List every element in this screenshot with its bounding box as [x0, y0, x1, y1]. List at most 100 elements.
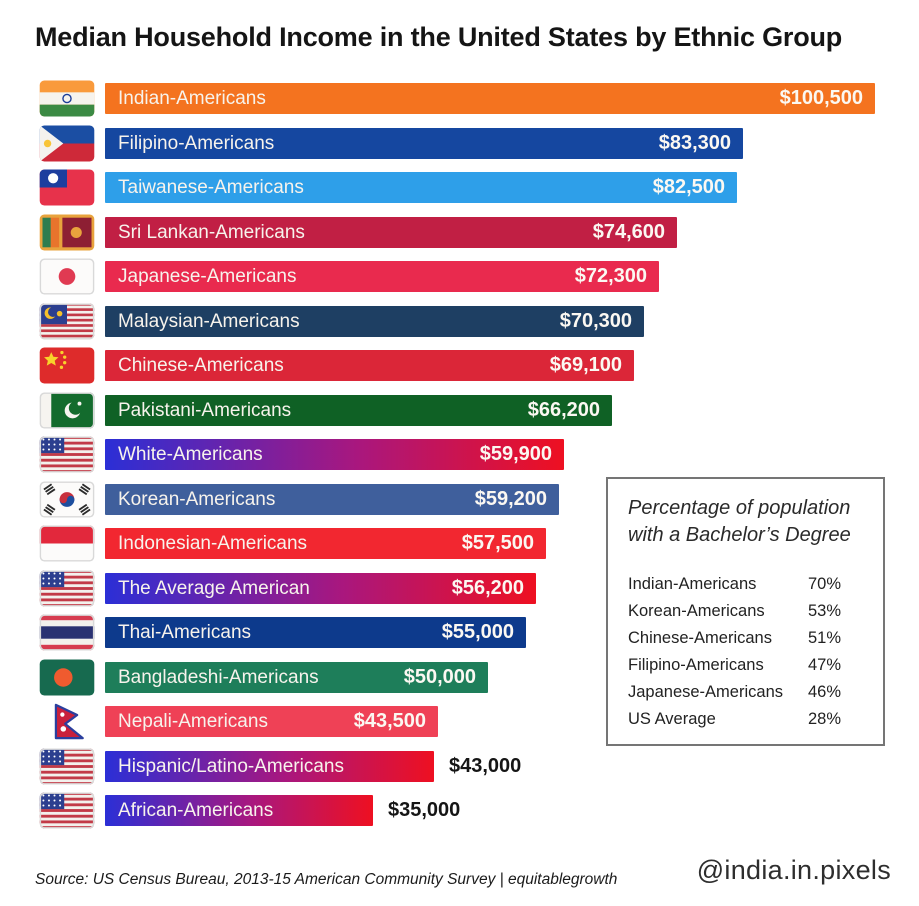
bar-row: Korean-Americans $59,200	[38, 480, 875, 518]
bar-label: Nepali-Americans	[118, 711, 268, 732]
bar-value: $56,200	[451, 576, 524, 599]
income-bar: Chinese-Americans $69,100	[105, 350, 634, 381]
bar-label: Sri Lankan-Americans	[118, 221, 305, 243]
flag-philippines-icon	[38, 124, 96, 162]
panel-row: Japanese-Americans 46%	[628, 679, 841, 706]
income-bar: Indian-Americans $100,500	[105, 83, 875, 114]
panel-row-label: Indian-Americans	[628, 575, 757, 593]
flag-indonesia-icon	[38, 525, 96, 563]
panel-row-label: Chinese-Americans	[628, 629, 772, 647]
bar-row: Bangladeshi-Americans $50,000	[38, 658, 875, 696]
flag-usa-icon	[38, 436, 96, 474]
panel-title-line1: Percentage of population	[628, 497, 851, 519]
flag-india-icon	[38, 80, 96, 118]
bar-value: $43,500	[353, 710, 426, 732]
flag-usa-icon	[38, 747, 96, 785]
bar-row: Indian-Americans $100,500	[38, 80, 875, 117]
income-bar: Indonesian-Americans $57,500	[105, 528, 546, 559]
panel-title-line2: with a Bachelor’s Degree	[628, 524, 851, 546]
panel-row-label: Japanese-Americans	[628, 683, 783, 701]
income-bar: Filipino-Americans $83,300	[105, 127, 743, 159]
bar-label: African-Americans	[118, 800, 274, 821]
bar-row: Thai-Americans $55,000	[38, 614, 875, 651]
bar-row: The Average American $56,200	[38, 569, 875, 607]
bar-label: Chinese-Americans	[118, 355, 284, 376]
flag-japan-icon	[38, 258, 96, 296]
bar-label: Korean-Americans	[118, 488, 276, 510]
income-bar: Thai-Americans $55,000	[105, 617, 526, 648]
panel-row-value: 28%	[807, 710, 841, 728]
bar-value: $59,900	[479, 443, 552, 465]
flag-usa-icon	[38, 792, 96, 830]
bar-row: White-Americans $59,900	[38, 436, 875, 473]
bar-label: White-Americans	[118, 444, 263, 465]
flag-sri-lanka-icon	[38, 213, 96, 251]
bar-label: Indonesian-Americans	[118, 533, 308, 554]
panel-row-label: Filipino-Americans	[628, 656, 764, 674]
bar-label: Bangladeshi-Americans	[118, 666, 319, 688]
bar-row: Hispanic/Latino-Americans $43,000	[38, 747, 875, 785]
panel-row-value: 51%	[807, 629, 841, 647]
income-bar: White-Americans $59,900	[105, 439, 564, 470]
bar-value: $59,200	[474, 487, 547, 510]
flag-malaysia-icon	[38, 302, 96, 340]
panel-title: Percentage of population with a Bachelor…	[628, 495, 863, 549]
income-bar: Hispanic/Latino-Americans	[105, 750, 434, 782]
panel-row: Filipino-Americans 47%	[628, 652, 841, 679]
panel-row-value: 53%	[807, 602, 841, 620]
income-bar: Korean-Americans $59,200	[105, 483, 559, 515]
bar-label: Pakistani-Americans	[118, 399, 292, 421]
income-bar: Malaysian-Americans $70,300	[105, 305, 644, 337]
bar-value: $70,300	[559, 309, 632, 332]
bar-value: $72,300	[574, 265, 647, 287]
bar-value: $55,000	[441, 621, 514, 643]
bar-row: Indonesian-Americans $57,500	[38, 525, 875, 562]
income-bar-chart: Indian-Americans $100,500 Filipino-America…	[38, 80, 875, 829]
flag-thailand-icon	[38, 614, 96, 652]
author-handle: @india.in.pixels	[696, 855, 891, 885]
panel-row-value: 70%	[807, 575, 841, 593]
bar-label: Japanese-Americans	[118, 266, 297, 287]
flag-south-korea-icon	[38, 480, 96, 518]
bar-row: Pakistani-Americans $66,200	[38, 391, 875, 429]
income-bar: Pakistani-Americans $66,200	[105, 394, 612, 426]
flag-taiwan-icon	[38, 169, 96, 207]
income-bar: African-Americans	[105, 795, 373, 826]
bar-label: Taiwanese-Americans	[118, 177, 304, 198]
income-bar: The Average American $56,200	[105, 572, 536, 604]
bar-row: Filipino-Americans $83,300	[38, 124, 875, 162]
panel-row-label: Korean-Americans	[628, 602, 765, 620]
page-title: Median Household Income in the United St…	[35, 22, 843, 52]
bar-value: $82,500	[652, 176, 725, 198]
bar-row: Japanese-Americans $72,300	[38, 258, 875, 295]
panel-row-value: 46%	[807, 683, 841, 701]
panel-row: Korean-Americans 53%	[628, 598, 841, 625]
bar-value: $69,100	[549, 354, 622, 376]
bar-label: Malaysian-Americans	[118, 310, 300, 332]
bar-row: Nepali-Americans $43,500	[38, 703, 875, 740]
bar-label: Hispanic/Latino-Americans	[118, 755, 344, 777]
bar-row: Chinese-Americans $69,100	[38, 347, 875, 384]
bar-value: $83,300	[658, 131, 731, 154]
flag-pakistan-icon	[38, 391, 96, 429]
bachelors-degree-list: Indian-Americans 70% Korean-Americans 53% Ch…	[628, 571, 863, 733]
panel-row: Chinese-Americans 51%	[628, 625, 841, 652]
bar-value: $57,500	[461, 532, 534, 554]
panel-row: Indian-Americans 70%	[628, 571, 841, 598]
flag-nepal-icon	[38, 703, 96, 741]
panel-row: US Average 28%	[628, 706, 841, 733]
bar-value: $50,000	[403, 665, 476, 688]
panel-row-value: 47%	[807, 656, 841, 674]
income-bar: Sri Lankan-Americans $74,600	[105, 216, 677, 248]
bar-label: Indian-Americans	[118, 88, 266, 109]
bar-row: Taiwanese-Americans $82,500	[38, 169, 875, 206]
flag-usa-icon	[38, 569, 96, 607]
bar-value: $43,000	[449, 754, 522, 777]
income-bar: Bangladeshi-Americans $50,000	[105, 661, 488, 693]
bar-label: Thai-Americans	[118, 622, 252, 643]
bar-row: Malaysian-Americans $70,300	[38, 302, 875, 340]
bar-value: $100,500	[779, 87, 863, 109]
bachelors-degree-panel: Percentage of population with a Bachelor…	[606, 477, 885, 746]
bar-label: Filipino-Americans	[118, 132, 275, 154]
bar-row: African-Americans $35,000	[38, 792, 875, 829]
